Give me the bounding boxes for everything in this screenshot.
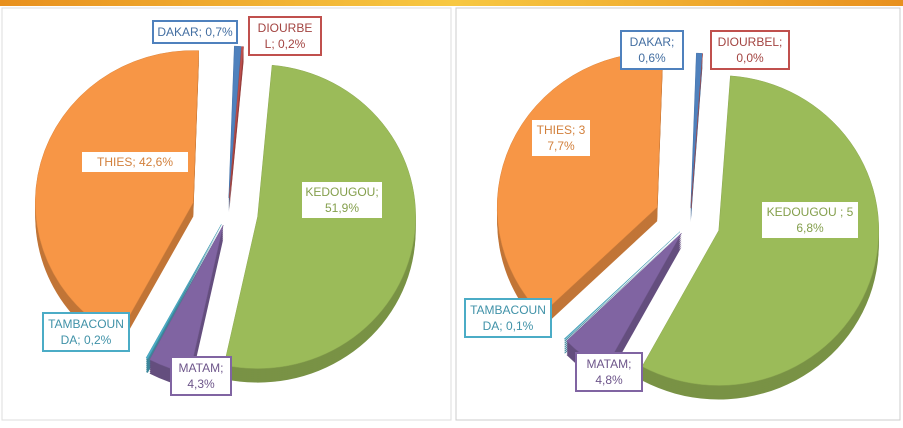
- data-label-box: TAMBACOUNDA; 0,2%: [42, 312, 130, 352]
- slice-side: [690, 61, 703, 217]
- data-label-box: DIOURBEL; 0,0%: [710, 30, 790, 70]
- slice-side: [229, 54, 244, 207]
- data-label-box: DAKAR; 0,7%: [152, 20, 238, 44]
- data-label-box: DIOURBEL; 0,2%: [248, 16, 322, 56]
- data-label: TAMBACOUNDA; 0,2%: [42, 312, 130, 352]
- slice-side: [690, 63, 703, 219]
- data-label-box: THIES; 37,7%: [530, 118, 592, 158]
- data-label-box: DAKAR; 0,6%: [620, 30, 684, 70]
- top-bar: [0, 0, 903, 6]
- slice: [228, 46, 244, 199]
- data-label-box: THIES; 42,6%: [80, 150, 190, 174]
- data-label: KEDOUGOU; 51,9%: [300, 180, 384, 220]
- data-label: THIES; 42,6%: [80, 150, 190, 174]
- data-label: MATAM; 4,3%: [170, 356, 232, 396]
- data-label-box: KEDOUGOU ; 56,8%: [760, 200, 860, 240]
- slice-side: [690, 65, 703, 221]
- data-label-box: KEDOUGOU; 51,9%: [300, 180, 384, 220]
- slice: [228, 45, 242, 199]
- data-label: DIOURBEL; 0,2%: [248, 16, 322, 56]
- slice-side: [229, 60, 244, 213]
- data-label: KEDOUGOU ; 56,8%: [760, 200, 860, 240]
- data-label: DIOURBEL; 0,0%: [710, 30, 790, 70]
- slice-side: [229, 56, 244, 209]
- data-label-box: MATAM; 4,8%: [575, 352, 643, 392]
- slice: [496, 52, 663, 315]
- slice: [690, 53, 703, 209]
- slice: [690, 52, 703, 209]
- data-label-box: TAMBACOUNDA; 0,1%: [464, 298, 552, 338]
- data-label: DAKAR; 0,7%: [152, 20, 238, 44]
- slice-side: [229, 50, 244, 203]
- data-label: MATAM; 4,8%: [575, 352, 643, 392]
- slice-side: [564, 233, 680, 342]
- data-label: THIES; 37,7%: [530, 118, 592, 158]
- slice-side: [229, 52, 244, 205]
- data-label: DAKAR; 0,6%: [620, 30, 684, 70]
- slice: [563, 231, 681, 340]
- slice-side: [229, 58, 244, 211]
- slice: [35, 50, 200, 337]
- data-label: TAMBACOUNDA; 0,1%: [464, 298, 552, 338]
- slice-side: [690, 67, 703, 223]
- slice: [145, 224, 222, 360]
- data-label-box: MATAM; 4,3%: [170, 356, 232, 396]
